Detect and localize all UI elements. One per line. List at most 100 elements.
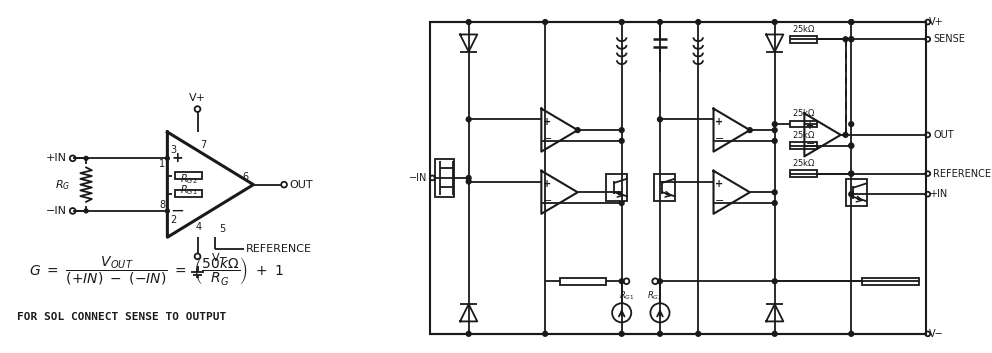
Circle shape [773,128,777,132]
Circle shape [849,20,854,24]
Text: V+: V+ [929,17,943,27]
Circle shape [849,122,854,126]
Circle shape [849,20,854,24]
Circle shape [849,37,854,42]
Circle shape [849,143,854,148]
Circle shape [773,190,777,195]
Circle shape [466,20,471,24]
Text: 25k$\Omega$: 25k$\Omega$ [792,107,815,118]
Text: +: + [172,151,183,165]
Text: +: + [715,116,723,126]
Bar [862,278,920,285]
Circle shape [773,122,777,126]
Circle shape [849,192,854,197]
Circle shape [84,209,88,213]
Circle shape [166,209,170,213]
Text: −IN: −IN [46,206,66,216]
Text: −: − [806,138,814,149]
Text: +IN: +IN [46,153,66,163]
Text: $R_{G2}$: $R_{G2}$ [180,172,197,186]
Text: 6: 6 [242,172,248,182]
Text: −IN: −IN [409,173,428,183]
Bar [175,190,201,197]
Circle shape [773,331,777,336]
Text: $R_{G1}$: $R_{G1}$ [180,183,197,197]
Bar [790,170,816,177]
Text: −: − [543,196,552,206]
Circle shape [166,156,170,160]
Text: REFERENCE: REFERENCE [933,169,991,179]
Text: FOR SOL CONNECT SENSE TO OUTPUT: FOR SOL CONNECT SENSE TO OUTPUT [17,312,226,322]
Circle shape [619,331,624,336]
Text: 25k$\Omega$: 25k$\Omega$ [792,129,815,140]
Text: OUT: OUT [933,130,954,140]
Bar [431,22,926,334]
Circle shape [84,156,88,160]
Text: 1: 1 [160,159,166,169]
Circle shape [543,20,548,24]
Circle shape [658,20,663,24]
Text: SENSE: SENSE [933,34,965,44]
Text: 7: 7 [200,140,206,150]
Circle shape [619,128,624,132]
Circle shape [619,190,624,195]
Circle shape [773,20,777,24]
Text: +: + [806,121,814,131]
Circle shape [843,37,848,42]
Circle shape [849,37,854,42]
Circle shape [747,128,752,132]
Text: −: − [714,196,724,206]
Circle shape [843,132,848,137]
Text: $R_{G2}$: $R_{G2}$ [648,290,663,302]
Circle shape [619,20,624,24]
Circle shape [773,201,777,205]
Circle shape [849,143,854,148]
Bar [790,121,816,127]
Text: $R_{G1}$: $R_{G1}$ [619,290,634,302]
Circle shape [849,171,854,176]
Text: 3: 3 [171,144,177,155]
Circle shape [658,331,663,336]
Circle shape [695,331,700,336]
Bar [435,159,454,197]
Circle shape [619,279,624,283]
Text: +IN: +IN [929,189,947,199]
Text: $G\ =\ \dfrac{V_{OUT}}{(+IN)\ -\ (-IN)}\ =\ \left(\dfrac{50k\Omega}{R_G}\right)\: $G\ =\ \dfrac{V_{OUT}}{(+IN)\ -\ (-IN)}\… [29,255,284,287]
Text: V−: V− [212,253,229,263]
Text: 4: 4 [195,222,201,233]
Circle shape [619,201,624,205]
Text: 25k$\Omega$: 25k$\Omega$ [792,157,815,168]
Circle shape [658,179,663,184]
Circle shape [619,138,624,143]
Circle shape [466,179,471,184]
Circle shape [773,138,777,143]
Bar [845,179,867,206]
Circle shape [466,331,471,336]
Text: 5: 5 [219,225,225,234]
Text: REFERENCE: REFERENCE [246,244,311,254]
Bar [175,172,201,179]
Bar [790,36,816,43]
Circle shape [466,117,471,122]
Text: 2: 2 [171,215,177,225]
Circle shape [575,128,580,132]
Text: 8: 8 [160,200,166,210]
Circle shape [773,279,777,283]
Text: −: − [714,134,724,144]
Text: V+: V+ [189,93,206,103]
Bar [560,278,606,285]
Text: +: + [715,179,723,189]
Circle shape [849,171,854,176]
Circle shape [466,175,471,180]
Circle shape [543,331,548,336]
Text: +: + [543,116,552,126]
Circle shape [658,117,663,122]
Text: OUT: OUT [290,180,313,190]
Bar [606,174,627,201]
Text: 25k$\Omega$: 25k$\Omega$ [792,23,815,34]
Text: V−: V− [929,329,943,339]
Text: $R_G$: $R_G$ [56,178,70,192]
Circle shape [658,279,663,283]
Bar [790,142,816,149]
Text: −: − [170,202,184,220]
